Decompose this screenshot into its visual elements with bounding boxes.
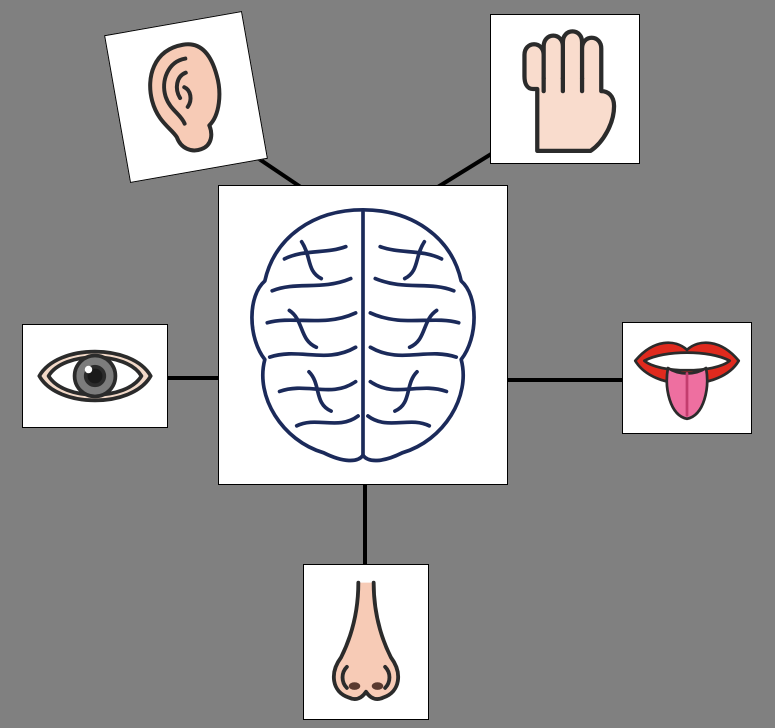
hand-icon bbox=[501, 25, 629, 153]
brain-icon bbox=[238, 200, 488, 470]
mouth-tongue-icon bbox=[628, 328, 746, 428]
edge-brain-nose bbox=[363, 478, 367, 570]
edge-brain-mouth bbox=[500, 378, 628, 382]
diagram-canvas bbox=[0, 0, 775, 728]
eye-card bbox=[22, 324, 168, 428]
ear-card bbox=[104, 11, 268, 183]
hand-card bbox=[490, 14, 640, 164]
brain-card bbox=[218, 185, 508, 485]
nose-icon bbox=[318, 575, 414, 709]
eye-icon bbox=[30, 334, 160, 418]
ear-icon bbox=[126, 29, 245, 165]
mouth-card bbox=[622, 322, 752, 434]
nose-card bbox=[303, 564, 429, 720]
